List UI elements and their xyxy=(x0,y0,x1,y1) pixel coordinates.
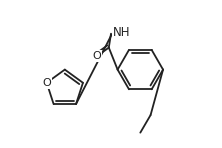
Text: O: O xyxy=(42,78,51,88)
Text: O: O xyxy=(93,51,101,61)
Text: NH: NH xyxy=(113,26,130,39)
